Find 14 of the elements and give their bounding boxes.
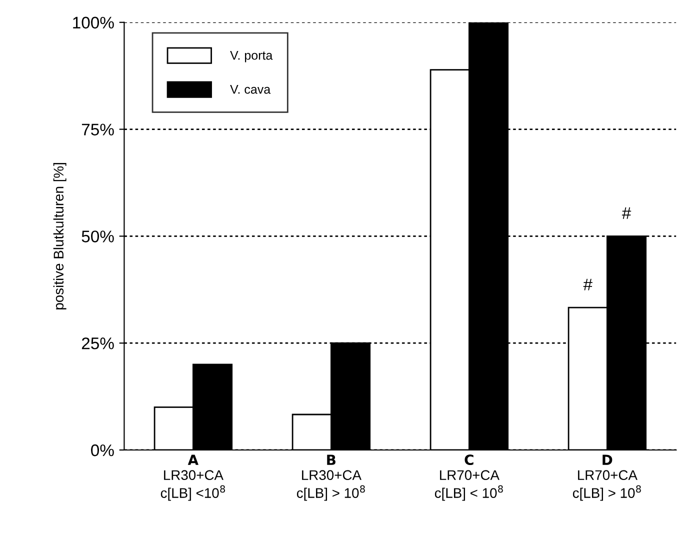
- y-tick-label: 100%: [73, 16, 114, 29]
- y-tick-label: 75%: [82, 124, 114, 136]
- legend-label: V. cava: [230, 85, 271, 94]
- y-tick-label: 50%: [82, 230, 114, 242]
- annotation: #: [622, 207, 632, 219]
- legend-label: V. porta: [230, 51, 273, 62]
- y-tick-label: 0%: [91, 444, 114, 456]
- x-tick-label: C LR70+CA c[LB] < 10$^{8}$: [434, 454, 503, 501]
- x-tick-label: D LR70+CA c[LB] > 10$^{8}$: [572, 454, 641, 501]
- x-tick-label: A LR30+CA c[LB] <10$^{8}$: [160, 454, 226, 501]
- x-tick-label: B LR30+CA c[LB] > 10$^{8}$: [296, 454, 365, 501]
- y-axis-title: positive Blutkulturen [%]: [53, 163, 66, 310]
- annotation: #: [583, 278, 592, 290]
- y-tick-label: 25%: [82, 337, 114, 350]
